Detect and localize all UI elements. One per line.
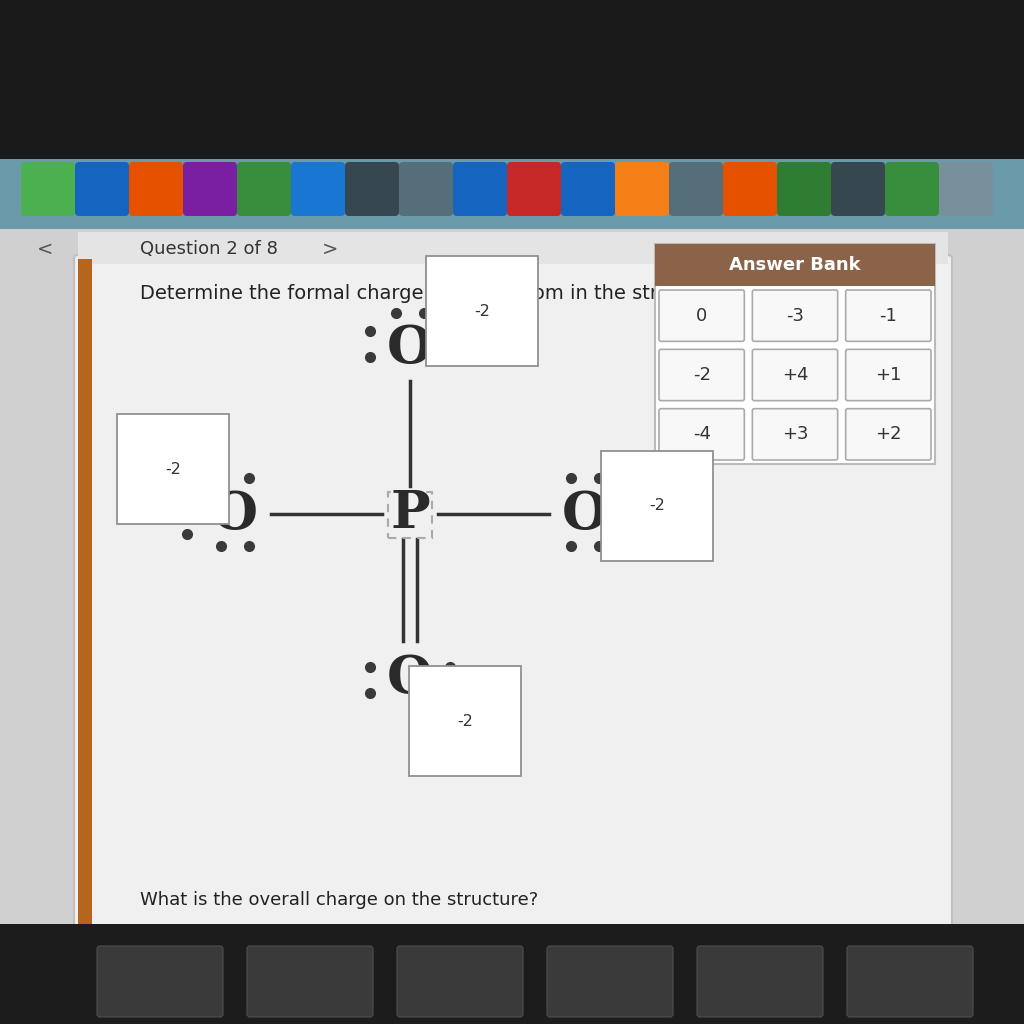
Text: -3: -3 xyxy=(786,306,804,325)
FancyBboxPatch shape xyxy=(723,162,777,216)
FancyBboxPatch shape xyxy=(777,162,831,216)
Bar xyxy=(0,924,1024,1024)
FancyBboxPatch shape xyxy=(247,946,373,1017)
FancyBboxPatch shape xyxy=(547,946,673,1017)
FancyBboxPatch shape xyxy=(74,255,952,928)
FancyBboxPatch shape xyxy=(237,162,291,216)
FancyBboxPatch shape xyxy=(885,162,939,216)
Text: Question 2 of 8: Question 2 of 8 xyxy=(140,240,278,258)
Text: -2: -2 xyxy=(649,499,665,513)
FancyBboxPatch shape xyxy=(659,349,744,400)
Text: +1: +1 xyxy=(876,366,901,384)
FancyBboxPatch shape xyxy=(129,162,183,216)
Text: Determine the formal charge on each atom in the structure.: Determine the formal charge on each atom… xyxy=(140,284,727,303)
FancyBboxPatch shape xyxy=(561,162,615,216)
FancyBboxPatch shape xyxy=(669,162,723,216)
Text: +4: +4 xyxy=(781,366,808,384)
Text: >: > xyxy=(322,240,338,258)
FancyBboxPatch shape xyxy=(97,946,223,1017)
FancyBboxPatch shape xyxy=(753,409,838,460)
Bar xyxy=(78,259,92,924)
Text: 0: 0 xyxy=(696,306,708,325)
Bar xyxy=(655,244,935,464)
FancyBboxPatch shape xyxy=(831,162,885,216)
FancyBboxPatch shape xyxy=(399,162,453,216)
Text: <: < xyxy=(37,240,53,258)
FancyBboxPatch shape xyxy=(22,162,75,216)
FancyBboxPatch shape xyxy=(183,162,237,216)
Text: -2: -2 xyxy=(457,714,473,728)
Text: +3: +3 xyxy=(781,425,808,443)
Text: P: P xyxy=(390,488,430,540)
Text: O: O xyxy=(212,488,258,540)
FancyBboxPatch shape xyxy=(397,946,523,1017)
FancyBboxPatch shape xyxy=(939,162,993,216)
Text: What is the overall charge on the structure?: What is the overall charge on the struct… xyxy=(140,891,539,909)
Text: -2: -2 xyxy=(692,366,711,384)
FancyBboxPatch shape xyxy=(659,290,744,341)
FancyBboxPatch shape xyxy=(659,409,744,460)
FancyBboxPatch shape xyxy=(507,162,561,216)
Text: -4: -4 xyxy=(692,425,711,443)
FancyBboxPatch shape xyxy=(291,162,345,216)
FancyBboxPatch shape xyxy=(846,290,931,341)
Text: O: O xyxy=(562,488,608,540)
FancyBboxPatch shape xyxy=(615,162,669,216)
FancyBboxPatch shape xyxy=(453,162,507,216)
Bar xyxy=(78,232,948,264)
FancyBboxPatch shape xyxy=(753,349,838,400)
Text: Answer Bank: Answer Bank xyxy=(729,256,861,274)
Bar xyxy=(655,244,935,286)
FancyBboxPatch shape xyxy=(75,162,129,216)
Text: -2: -2 xyxy=(474,303,489,318)
FancyBboxPatch shape xyxy=(753,290,838,341)
Text: O: O xyxy=(387,324,433,375)
Bar xyxy=(0,0,1024,159)
Text: +2: +2 xyxy=(876,425,901,443)
FancyBboxPatch shape xyxy=(846,349,931,400)
Text: -2: -2 xyxy=(165,462,181,476)
Text: -1: -1 xyxy=(880,306,897,325)
Text: O: O xyxy=(387,653,433,705)
Bar xyxy=(0,134,1024,229)
FancyBboxPatch shape xyxy=(846,409,931,460)
FancyBboxPatch shape xyxy=(847,946,973,1017)
FancyBboxPatch shape xyxy=(345,162,399,216)
FancyBboxPatch shape xyxy=(697,946,823,1017)
